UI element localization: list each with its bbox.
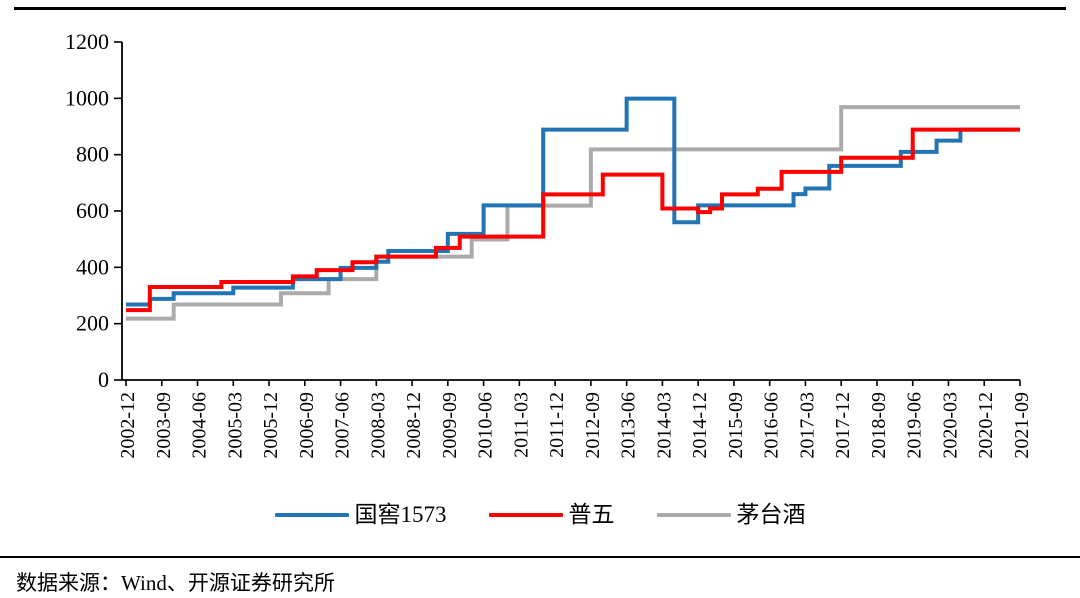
y-tick-label: 400 [76,254,109,279]
x-tick-label: 2010-06 [475,392,497,459]
x-tick-label: 2018-09 [868,392,890,459]
legend-swatch-gray [656,512,731,517]
legend-item-puwu: 普五 [488,502,615,527]
x-tick-label: 2019-06 [904,392,926,459]
x-tick-label: 2003-09 [153,392,175,459]
y-tick-label: 200 [76,311,109,336]
x-tick-label: 2013-06 [618,392,640,459]
x-tick-label: 2011-12 [546,392,568,458]
series-line-国窖1573 [126,96,1020,307]
x-tick-label: 2020-03 [939,392,961,459]
legend-label: 普五 [568,502,615,527]
chart-legend: 国窖1573 普五 茅台酒 [0,503,1080,526]
y-tick-label: 0 [98,367,109,392]
data-source-note: 数据来源：Wind、开源证券研究所 [16,571,335,595]
legend-item-guojiao1573: 国窖1573 [274,502,447,527]
x-tick-label: 2014-12 [689,392,711,459]
top-divider [14,7,1066,10]
x-tick-label: 2011-03 [510,392,532,458]
x-tick-label: 2017-12 [832,392,854,459]
x-tick-label: 2008-12 [403,392,425,459]
x-tick-label: 2005-12 [260,392,282,459]
x-tick-label: 2006-09 [296,392,318,459]
chart-canvas: 0 200 400 600 800 1000 1200 2002-12 2003-09 2004-… [65,29,1033,459]
x-tick-label: 2004-06 [189,392,211,459]
price-line-chart: 0 200 400 600 800 1000 1200 2002-12 2003-09 2004-… [65,29,1033,459]
x-tick-label: 2015-09 [725,392,747,459]
x-tick-label: 2017-03 [796,392,818,459]
x-tick-label: 2016-06 [761,392,783,459]
x-tick-label: 2008-03 [367,392,389,459]
x-tick-label: 2012-09 [582,392,604,459]
y-tick-label: 800 [76,142,109,167]
x-tick-label: 2021-09 [1011,392,1033,459]
legend-swatch-blue [274,512,349,517]
legend-item-maotai: 茅台酒 [656,502,806,527]
x-tick-label: 2014-03 [653,392,675,459]
legend-label: 茅台酒 [736,502,806,527]
x-tick-label: 2002-12 [117,392,139,459]
bottom-divider [0,556,1080,558]
y-tick-label: 1000 [65,85,109,110]
legend-label: 国窖1573 [354,502,447,527]
y-tick-label: 1200 [65,29,109,54]
legend-swatch-red [488,512,563,517]
x-tick-label: 2020-12 [975,392,997,459]
series-line-普五 [126,127,1020,313]
x-tick-label: 2005-03 [224,392,246,459]
x-tick-label: 2009-09 [439,392,461,459]
x-tick-label: 2007-06 [332,392,354,459]
y-tick-label: 600 [76,198,109,223]
